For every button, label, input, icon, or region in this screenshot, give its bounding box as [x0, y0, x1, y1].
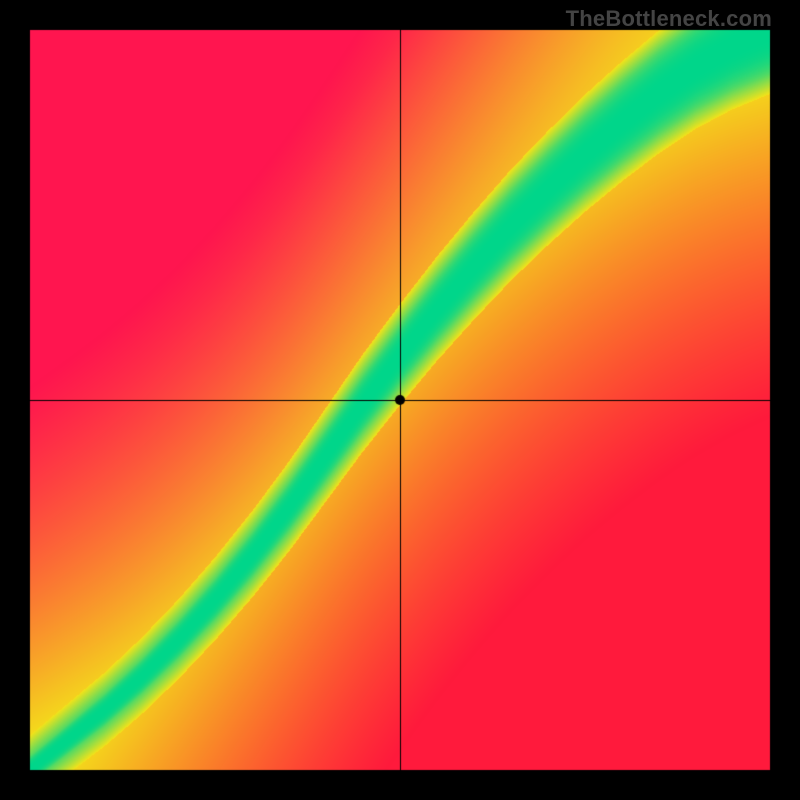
- chart-container: TheBottleneck.com: [0, 0, 800, 800]
- bottleneck-heatmap-canvas: [0, 0, 800, 800]
- watermark-text: TheBottleneck.com: [566, 6, 772, 32]
